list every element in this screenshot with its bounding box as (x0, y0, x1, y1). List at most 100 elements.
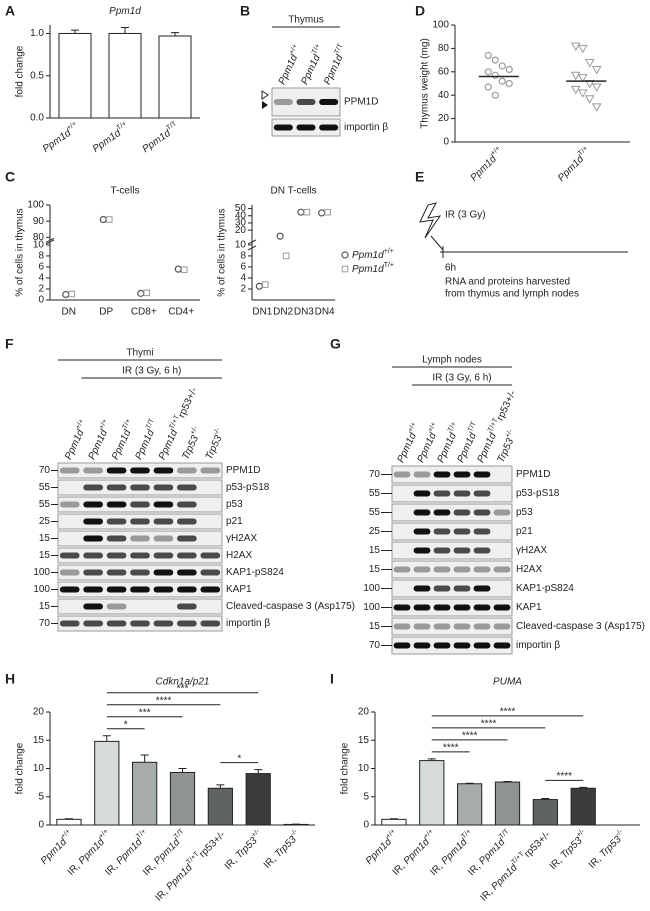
y-axis-label: fold change (15, 45, 26, 97)
band (413, 490, 431, 497)
mw-marker: 15 (39, 601, 51, 612)
mw-marker: 15 (39, 533, 51, 544)
band (177, 586, 197, 593)
band (473, 604, 491, 611)
x-tick-label: DN (62, 307, 76, 318)
bar (419, 760, 445, 826)
bar (532, 799, 558, 826)
y-tick-label: 80 (33, 232, 45, 243)
blot-row-label: p21 (516, 526, 533, 537)
blot-row-label: p53-pS18 (516, 488, 560, 499)
axis-break (45, 237, 55, 245)
y-tick-label: 0 (38, 820, 44, 831)
blot-row-label: H2AX (226, 550, 252, 561)
y-tick-label: 0.0 (30, 113, 44, 124)
band (296, 99, 316, 105)
significance-label: **** (443, 743, 459, 754)
data-point (584, 58, 595, 68)
bar (56, 818, 82, 826)
band (453, 604, 471, 611)
mw-marker: 55 (39, 499, 51, 510)
y-tick-label: 100 (27, 200, 44, 211)
chart-title: DN T-cells (271, 186, 317, 197)
band (413, 509, 431, 516)
x-tick-label: Ppm1d+/+ (467, 145, 505, 183)
y-axis-label: % of cells in thymus (217, 208, 228, 296)
data-point (584, 95, 595, 104)
blot-tissue: Thymi (126, 348, 153, 359)
lane-label: Trp53-/- (202, 427, 227, 462)
band (130, 586, 150, 593)
band (433, 528, 451, 535)
y-tick-label: 6 (38, 262, 44, 273)
band (200, 620, 221, 627)
band (413, 623, 431, 630)
band (153, 467, 174, 474)
panel-letter: D (415, 3, 425, 19)
y-tick-label: 30 (235, 218, 247, 229)
y-tick-label: 60 (438, 66, 450, 77)
y-tick-label: 20 (33, 707, 45, 718)
mw-marker: 70 (39, 618, 51, 629)
mw-marker: 15 (369, 621, 381, 632)
y-tick-label: 15 (33, 735, 45, 746)
data-point (491, 71, 499, 79)
y-tick-label: 0 (38, 295, 44, 306)
significance-label: *** (139, 707, 151, 718)
band (473, 566, 491, 573)
band (83, 569, 103, 576)
panel-letter: E (415, 169, 424, 185)
band (83, 552, 103, 559)
band (153, 569, 174, 576)
data-point (484, 68, 492, 76)
band (106, 501, 127, 508)
y-tick-label: 4 (240, 273, 246, 284)
panel-letter: H (5, 671, 15, 687)
x-tick-label: Ppm1d+/+ (38, 828, 76, 866)
data-point (297, 208, 305, 216)
x-tick-label: CD8+ (131, 307, 157, 318)
lane-label: Ppm1dT/+Trp53+/- (474, 388, 518, 464)
band (473, 547, 491, 554)
band (177, 569, 197, 576)
y-tick-label: 40 (235, 210, 247, 221)
blot-row-label: γH2AX (226, 533, 257, 544)
band (393, 566, 411, 573)
band (106, 586, 127, 593)
band (296, 124, 316, 131)
data-point (68, 290, 76, 298)
band (106, 535, 127, 542)
x-tick-label: IR, Ppm1dT/+Trp53+/- (477, 828, 552, 903)
blot-row-label: p53-pS18 (226, 482, 270, 493)
y-tick-label: 6 (240, 262, 246, 273)
y-axis-label: fold change (15, 742, 26, 794)
band (59, 569, 80, 576)
band (473, 528, 491, 535)
bar (245, 773, 271, 826)
band (453, 490, 471, 497)
band (106, 518, 127, 525)
blot-row-label: p21 (226, 516, 243, 527)
data-point (577, 89, 588, 98)
error-bar (64, 818, 73, 820)
blot-row-label: KAP1 (226, 584, 252, 595)
mw-marker: 55 (39, 482, 51, 493)
y-tick-label: 20 (235, 225, 247, 236)
band (153, 484, 174, 491)
y-axis-label: % of cells in thymus (15, 208, 26, 296)
band (59, 620, 80, 627)
band (153, 518, 174, 525)
y-tick-label: 40 (438, 90, 450, 101)
error-bar (121, 27, 129, 34)
band (130, 467, 150, 474)
band (130, 501, 150, 508)
blot-row-label: KAP1 (516, 602, 542, 613)
band (413, 547, 431, 554)
band (83, 501, 103, 508)
chart-title: Ppm1d (109, 6, 141, 17)
band (473, 642, 491, 649)
band (473, 585, 491, 592)
data-point (262, 281, 269, 288)
band (130, 518, 150, 525)
data-point (484, 51, 492, 60)
